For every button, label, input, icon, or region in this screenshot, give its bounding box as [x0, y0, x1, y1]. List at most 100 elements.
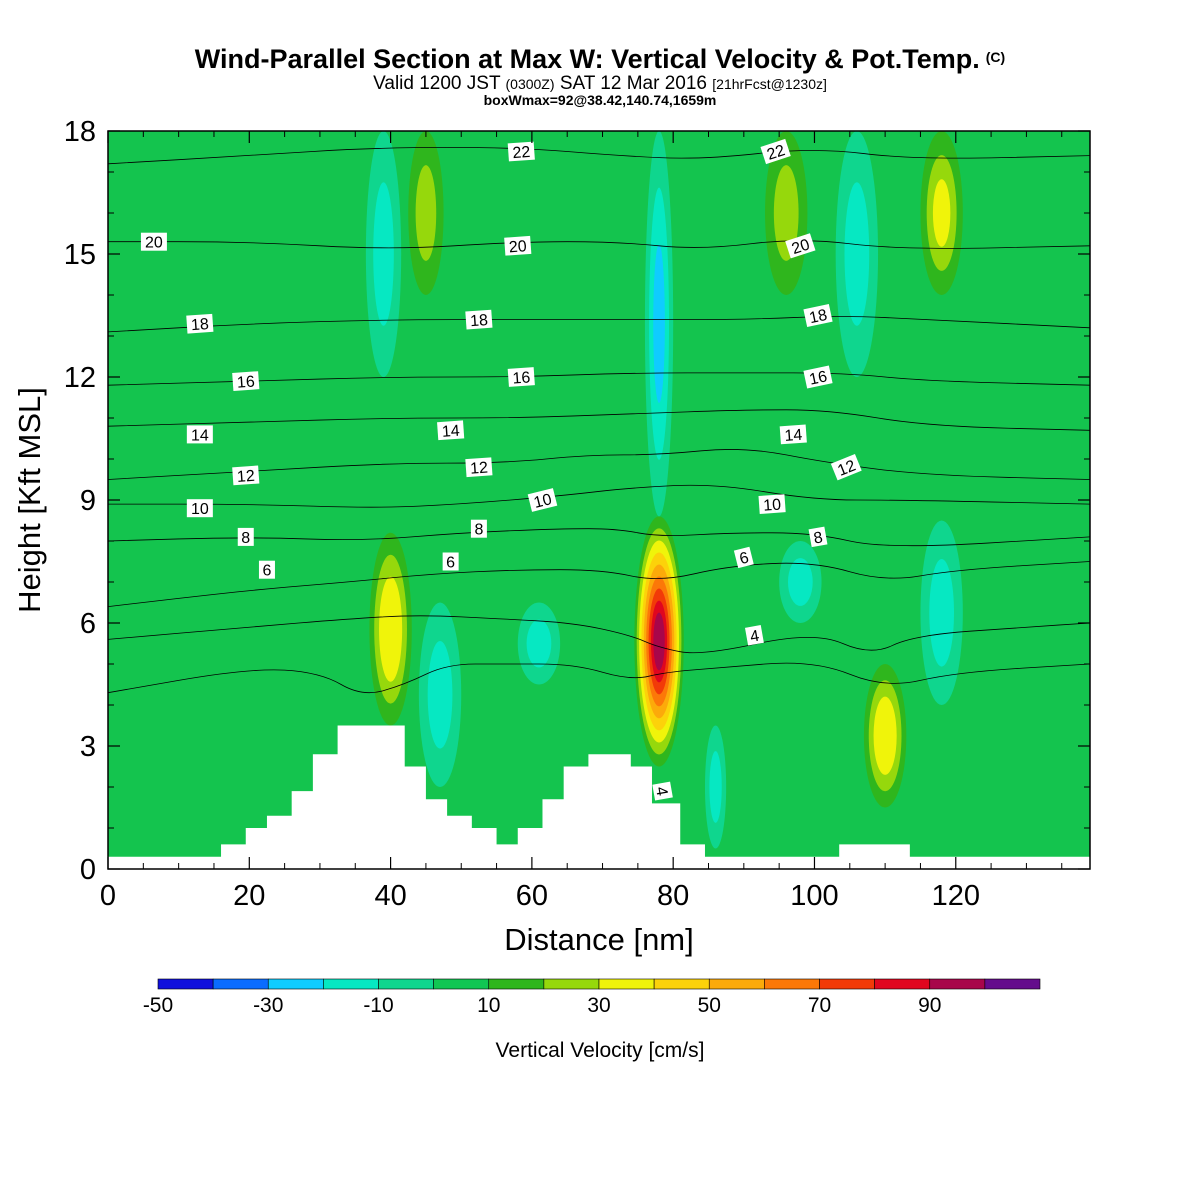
title-text: Wind-Parallel Section at Max W: Vertical…	[194, 44, 980, 74]
contour-label: 20	[504, 235, 532, 256]
theta-contour-line	[108, 484, 1090, 508]
contour-label-box	[186, 425, 213, 444]
colorbar-tick-label: 10	[477, 994, 500, 1017]
contour-label: 8	[470, 519, 487, 539]
velocity-cell	[878, 712, 892, 759]
x-tick-label: 0	[100, 880, 116, 912]
colorbar-tick-label: -10	[363, 994, 393, 1017]
contour-label-text: 18	[190, 316, 209, 334]
contour-label: 22	[760, 138, 791, 165]
x-tick-label: 100	[790, 880, 838, 912]
contour-label-text: 8	[241, 530, 250, 547]
contour-label-box	[140, 232, 167, 251]
y-tick-label: 12	[64, 362, 96, 394]
contour-label-box	[465, 309, 493, 330]
contour-label-box	[437, 420, 465, 441]
contour-label: 18	[465, 309, 493, 330]
contour-label-box	[237, 527, 254, 546]
y-tick-label: 15	[64, 239, 96, 271]
contour-label-box	[504, 235, 532, 256]
colorbar-swatch	[267, 978, 324, 990]
chart-title: Wind-Parallel Section at Max W: Vertical…	[0, 44, 1200, 75]
theta-contour-labels: 2018161412108622201816141210862220181614…	[140, 138, 862, 801]
theta-contour-line	[108, 615, 1090, 654]
colorbar-swatch	[433, 978, 490, 990]
velocity-cell	[373, 182, 394, 326]
contour-label: 6	[442, 552, 459, 572]
contour-label-box	[803, 365, 833, 389]
contour-label-text: 20	[508, 238, 527, 256]
contour-label: 12	[830, 453, 862, 481]
contour-label: 14	[186, 425, 213, 444]
x-tick-label: 20	[233, 880, 265, 912]
contour-label: 16	[232, 371, 260, 392]
contour-label-text: 10	[763, 496, 782, 514]
x-axis-label: Distance [nm]	[504, 922, 694, 957]
contour-label-box	[758, 494, 786, 514]
valid-zulu: (0300Z)	[505, 76, 555, 92]
contour-label-text: 12	[470, 460, 489, 478]
x-tick-label: 120	[932, 880, 980, 912]
velocity-cell	[383, 598, 398, 660]
velocity-cell	[787, 558, 813, 606]
y-tick-label: 0	[80, 854, 96, 886]
contour-label-text: 4	[652, 785, 670, 797]
y-axis-label: Height [Kft MSL]	[12, 387, 47, 613]
contour-label-box	[744, 625, 764, 646]
vertical-velocity-field	[365, 131, 963, 849]
theta-contour-line	[108, 561, 1090, 607]
valid-prefix: Valid 1200 JST	[373, 73, 501, 94]
contour-label-box	[785, 233, 816, 259]
theta-contour-line	[108, 240, 1090, 249]
colorbar-tick-label: 50	[698, 994, 721, 1017]
valid-date: SAT 12 Mar 2016	[559, 73, 707, 94]
contour-label: 8	[237, 527, 254, 547]
contour-label: 20	[785, 233, 816, 259]
y-tick-label: 3	[80, 731, 96, 763]
velocity-cell	[844, 182, 870, 326]
x-tick-label: 80	[657, 880, 689, 912]
contour-label: 6	[258, 560, 275, 580]
boxmax-label: boxWmax=92@38.42,140.74,1659m	[483, 92, 717, 108]
contour-label-box	[803, 303, 833, 328]
contour-label-box	[779, 424, 807, 445]
forecast-label: [21hrFcst@1230z]	[712, 76, 827, 92]
colorbar-swatch	[378, 978, 434, 990]
x-tick-label: 40	[374, 880, 406, 912]
x-axis: 0 20 40 60 80 100 120	[100, 131, 1063, 912]
terrain-mask	[108, 725, 1090, 869]
contour-label-box	[232, 371, 260, 391]
colorbar-swatch	[488, 978, 545, 990]
y-tick-label: 6	[80, 608, 96, 640]
velocity-cell	[415, 165, 437, 261]
theta-contour-line	[108, 662, 1090, 694]
contour-label-box	[507, 367, 535, 387]
title-mark: (C)	[985, 49, 1006, 65]
colorbar-tick-label: 90	[918, 994, 941, 1017]
y-tick-label: 18	[64, 116, 96, 148]
chart-subtitle: Valid 1200 JST (0300Z) SAT 12 Mar 2016 […	[0, 74, 1200, 94]
velocity-cell	[773, 165, 799, 261]
colorbar-swatch	[323, 978, 379, 990]
contour-label-text: 14	[441, 423, 460, 441]
velocity-cell	[929, 558, 955, 667]
contour-label: 18	[803, 303, 833, 328]
contour-label-text: 6	[263, 563, 272, 580]
contour-label-text: 12	[835, 457, 858, 479]
contour-label-text: 8	[474, 522, 483, 539]
contour-label-box	[507, 141, 535, 162]
colorbar-swatch	[543, 978, 600, 990]
contour-label: 8	[808, 526, 828, 548]
velocity-cell	[526, 619, 552, 668]
colorbar-swatch	[157, 978, 214, 990]
contour-label-text: 14	[191, 427, 209, 444]
y-axis: 0 3 6 9 12 15 18	[64, 116, 1090, 886]
theta-contour-line	[108, 409, 1090, 431]
contour-label-box	[258, 560, 275, 579]
contour-label-text: 18	[808, 307, 829, 327]
x-tick-label: 60	[516, 880, 548, 912]
velocity-cell	[427, 640, 453, 749]
colorbar: -50 -30 -10 10 30 50 70 90	[143, 978, 1041, 1017]
contour-label: 16	[507, 367, 535, 388]
